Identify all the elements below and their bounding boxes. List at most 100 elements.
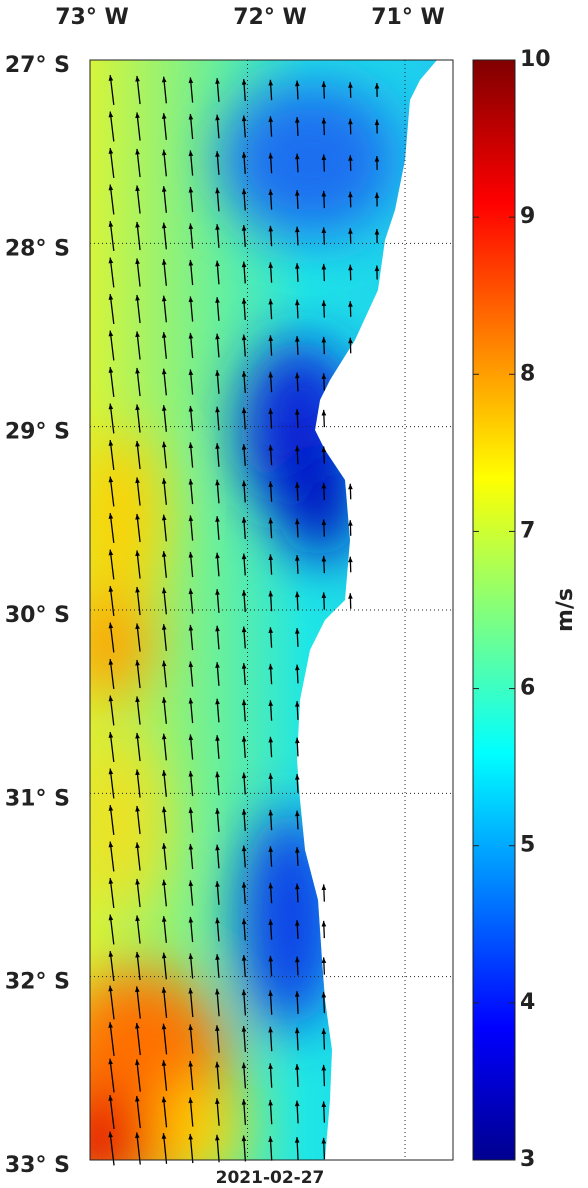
wind-arrow-head xyxy=(241,882,247,888)
wind-arrow-head xyxy=(321,81,327,88)
wind-arrow-head xyxy=(135,1059,140,1066)
wind-arrow-head xyxy=(135,331,140,338)
wind-arrow-head xyxy=(215,881,220,887)
wind-arrow-head xyxy=(241,152,247,158)
wind-arrow-head xyxy=(135,696,140,703)
wind-arrow-head xyxy=(215,917,220,924)
lon-label: 73° W xyxy=(55,5,129,30)
wind-arrow-head xyxy=(161,405,167,411)
wind-arrow-head xyxy=(161,843,167,849)
wind-arrow-head xyxy=(268,152,274,159)
wind-arrow-head xyxy=(161,952,167,959)
wind-arrow-head xyxy=(268,919,274,925)
wind-arrow-head xyxy=(241,553,247,560)
wind-arrow-head xyxy=(268,262,274,268)
wind-arrow-head xyxy=(294,518,300,525)
wind-arrow-head xyxy=(215,443,220,449)
wind-arrow-head xyxy=(294,1137,300,1143)
wind-arrow-head xyxy=(188,259,194,266)
wind-arrow-head xyxy=(188,624,194,631)
wind-arrow-head xyxy=(268,371,274,378)
wind-arrow-shaft xyxy=(109,1022,115,1056)
colorbar xyxy=(472,59,516,1161)
wind-arrow-head xyxy=(108,294,114,300)
wind-arrow-head xyxy=(188,588,194,595)
colorbar-tick-label: 4 xyxy=(520,990,535,1015)
wind-arrow-head xyxy=(108,257,114,264)
wind-arrow-head xyxy=(135,1022,140,1029)
wind-arrow-head xyxy=(348,228,353,234)
wind-arrow-head xyxy=(215,1134,220,1141)
wind-arrow-head xyxy=(241,1026,247,1032)
wind-arrow-head xyxy=(294,263,300,269)
wind-arrow-head xyxy=(108,732,114,738)
wind-arrow-head xyxy=(321,1028,327,1035)
colorbar-tick-label: 6 xyxy=(520,676,535,701)
wind-arrow-head xyxy=(161,624,167,630)
wind-arrow-head xyxy=(321,154,327,161)
wind-arrow-head xyxy=(108,1058,113,1065)
wind-arrow-head xyxy=(215,1061,220,1068)
wind-arrow-head xyxy=(135,294,140,301)
wind-arrow-head xyxy=(108,403,114,410)
wind-arrow-head xyxy=(161,76,167,83)
wind-arrow-head xyxy=(294,1027,300,1034)
wind-arrow-head xyxy=(188,661,194,668)
wind-arrow-head xyxy=(108,695,114,702)
colorbar-tick-label: 9 xyxy=(520,204,535,229)
wind-arrow-head xyxy=(215,954,220,960)
wind-arrow-head xyxy=(188,77,194,84)
wind-arrow-head xyxy=(241,334,247,341)
wind-arrow-head xyxy=(268,590,274,597)
wind-arrow-head xyxy=(108,878,114,884)
wind-arrow-head xyxy=(321,1101,327,1108)
wind-arrow-head xyxy=(188,843,194,850)
wind-arrow-head xyxy=(268,809,274,816)
wind-arrow-head xyxy=(161,770,167,776)
wind-arrow-head xyxy=(108,75,114,81)
wind-arrow-head xyxy=(161,987,167,993)
wind-arrow-head xyxy=(108,659,114,665)
wind-arrow-head xyxy=(241,261,247,268)
wind-arrow-head xyxy=(321,336,327,343)
wind-arrow-head xyxy=(188,369,194,376)
wind-arrow-head xyxy=(268,517,274,524)
wind-arrow-head xyxy=(268,1136,273,1142)
wind-arrow-head xyxy=(348,593,353,599)
wind-arrow-head xyxy=(241,1135,247,1142)
wind-arrow-head xyxy=(321,1064,327,1071)
wind-arrow-head xyxy=(135,1132,140,1139)
wind-arrow-head xyxy=(188,150,194,157)
wind-arrow-head xyxy=(215,151,220,157)
wind-arrow-head xyxy=(268,298,274,305)
wind-arrow-head xyxy=(108,1095,113,1101)
wind-arrow-head xyxy=(268,1063,273,1069)
wind-arrow-head xyxy=(215,78,220,84)
wind-arrow-head xyxy=(188,916,194,923)
wind-arrow-head xyxy=(321,957,327,964)
wind-arrow-head xyxy=(161,478,167,484)
wind-arrow-head xyxy=(374,156,380,162)
wind-arrow-head xyxy=(188,1060,194,1067)
colorbar-tick-label: 10 xyxy=(520,47,551,72)
wind-arrow-head xyxy=(268,627,274,633)
wind-arrow-head xyxy=(374,265,380,272)
lat-label: 29° S xyxy=(5,420,70,445)
wind-arrow-head xyxy=(294,482,300,488)
wind-arrow-head xyxy=(161,733,167,740)
wind-arrow-head xyxy=(268,1026,273,1033)
wind-arrow-head xyxy=(188,734,194,741)
wind-arrow-head xyxy=(321,190,327,197)
wind-arrow-head xyxy=(215,114,220,121)
colorbar-tick-label: 3 xyxy=(520,1147,535,1172)
wind-arrow-head xyxy=(268,663,274,670)
wind-arrow-head xyxy=(241,772,247,779)
wind-arrow-head xyxy=(108,1131,113,1138)
wind-arrow-head xyxy=(215,516,220,522)
wind-arrow-shaft xyxy=(109,1058,115,1093)
wind-arrow-head xyxy=(108,148,114,154)
wind-arrow-head xyxy=(241,480,247,487)
wind-arrow-head xyxy=(321,592,327,599)
wind-arrow-head xyxy=(215,224,220,230)
wind-arrow-head xyxy=(188,697,194,704)
